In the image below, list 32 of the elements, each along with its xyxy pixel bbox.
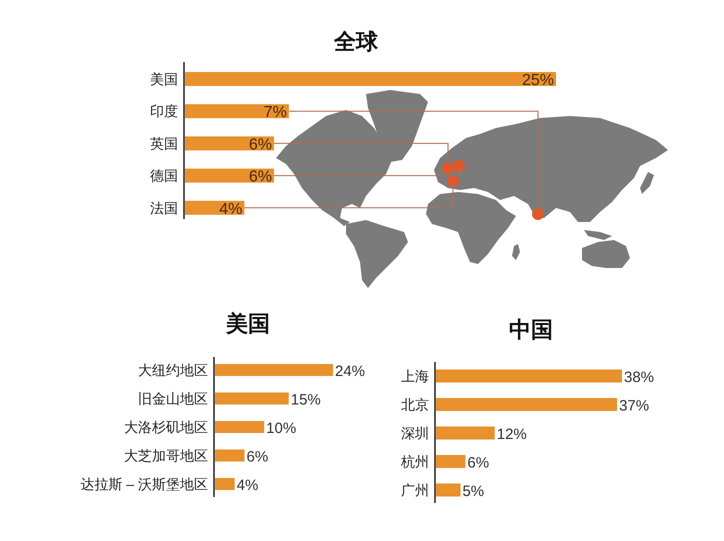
category-label: 大洛杉矶地区	[124, 419, 208, 435]
value-label: 24%	[335, 363, 366, 380]
value-label: 37%	[619, 398, 650, 414]
title: 全球	[334, 29, 378, 54]
category-label: 杭州	[401, 454, 429, 470]
category-label: 美国	[150, 71, 178, 87]
category-label: 达拉斯 – 沃斯堡地区	[80, 476, 208, 492]
value-label: 4%	[236, 477, 258, 494]
value-label: 6%	[246, 448, 268, 466]
category-label: 深圳	[401, 425, 429, 441]
category-label: 法国	[150, 200, 178, 216]
category-label: 旧金山地区	[138, 390, 208, 406]
category-label: 北京	[401, 396, 429, 412]
value-label: 6%	[248, 136, 272, 154]
category-label: 广州	[401, 482, 429, 498]
category-label: 德国	[150, 168, 178, 184]
category-label: 上海	[401, 368, 429, 384]
value-label: 4%	[219, 200, 242, 218]
value-label: 25%	[522, 72, 554, 89]
category-label: 印度	[150, 103, 178, 120]
value-label: 6%	[248, 168, 272, 186]
value-label: 38%	[624, 369, 654, 386]
value-label: 5%	[462, 483, 484, 500]
value-label: 15%	[290, 392, 321, 408]
value-label: 10%	[266, 420, 296, 437]
category-label: 大芝加哥地区	[124, 448, 208, 464]
title: 中国	[509, 317, 553, 342]
title: 美国	[226, 311, 270, 336]
category-label: 大纽约地区	[138, 362, 208, 378]
value-label: 6%	[467, 454, 490, 472]
category-label: 英国	[150, 135, 178, 152]
value-label: 12%	[496, 426, 527, 443]
